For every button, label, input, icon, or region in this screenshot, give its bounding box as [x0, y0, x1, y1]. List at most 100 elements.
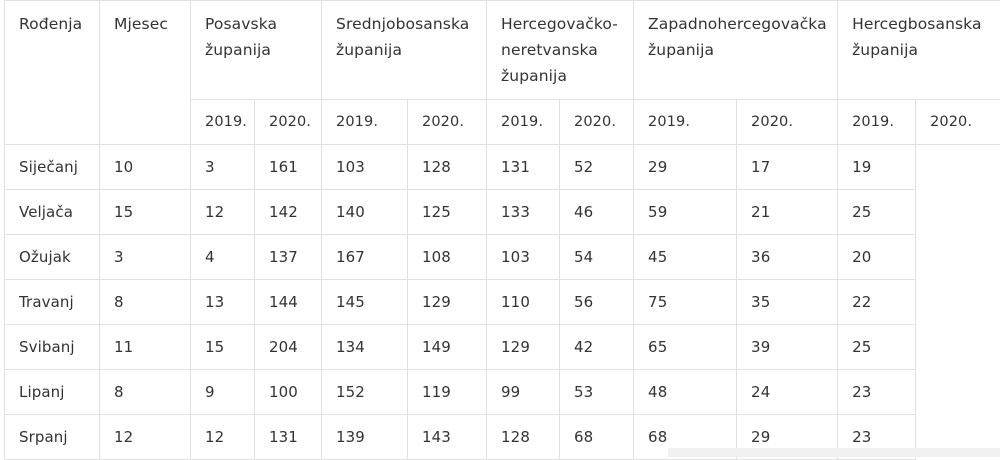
value-cell: 25 [838, 190, 916, 235]
value-cell: 204 [255, 325, 322, 370]
value-cell: 75 [634, 280, 737, 325]
value-cell: 134 [322, 325, 408, 370]
value-cell: 21 [737, 190, 838, 235]
value-cell: 52 [560, 145, 634, 190]
value-cell: 4 [191, 235, 255, 280]
value-cell: 59 [634, 190, 737, 235]
table-row: Travanj 8 13 144 145 129 110 56 75 35 22 [5, 280, 1000, 325]
month-cell: Svibanj [5, 325, 100, 370]
value-cell: 131 [255, 415, 322, 460]
value-cell: 129 [487, 325, 560, 370]
month-cell: Srpanj [5, 415, 100, 460]
value-cell: 167 [322, 235, 408, 280]
value-cell: 36 [737, 235, 838, 280]
value-cell: 42 [560, 325, 634, 370]
region-header-zapadnohercegovacka: Zapadnohercegovačka županija [634, 1, 838, 100]
value-cell: 143 [408, 415, 487, 460]
month-cell: Ožujak [5, 235, 100, 280]
value-cell: 144 [255, 280, 322, 325]
region-header-hercegovacko-neretvanska: Hercegovačko-neretvanska županija [487, 1, 634, 100]
year-header: 2020. [408, 100, 487, 145]
value-cell: 128 [408, 145, 487, 190]
value-cell: 8 [100, 370, 191, 415]
value-cell: 161 [255, 145, 322, 190]
value-cell: 23 [838, 370, 916, 415]
value-cell: 19 [838, 145, 916, 190]
month-cell: Siječanj [5, 145, 100, 190]
value-cell: 110 [487, 280, 560, 325]
value-cell: 56 [560, 280, 634, 325]
value-cell: 99 [487, 370, 560, 415]
value-cell: 20 [838, 235, 916, 280]
month-header: Mjesec [100, 1, 191, 145]
value-cell: 8 [100, 280, 191, 325]
value-cell: 39 [737, 325, 838, 370]
value-cell: 125 [408, 190, 487, 235]
value-cell: 48 [634, 370, 737, 415]
horizontal-scrollbar[interactable] [668, 448, 1000, 457]
year-header: 2020. [737, 100, 838, 145]
year-header: 2019. [322, 100, 408, 145]
table-row: Veljača 15 12 142 140 125 133 46 59 21 2… [5, 190, 1000, 235]
value-cell: 53 [560, 370, 634, 415]
value-cell: 140 [322, 190, 408, 235]
value-cell: 133 [487, 190, 560, 235]
value-cell: 45 [634, 235, 737, 280]
table-row: Ožujak 3 4 137 167 108 103 54 45 36 20 [5, 235, 1000, 280]
year-header: 2019. [838, 100, 916, 145]
value-cell: 22 [838, 280, 916, 325]
value-cell: 103 [322, 145, 408, 190]
value-cell: 24 [737, 370, 838, 415]
births-table-container: Rođenja Mjesec Posavska županija Srednjo… [4, 0, 1000, 448]
year-header: 2019. [191, 100, 255, 145]
year-header: 2020. [560, 100, 634, 145]
value-cell: 142 [255, 190, 322, 235]
month-cell: Travanj [5, 280, 100, 325]
value-cell: 54 [560, 235, 634, 280]
births-table: Rođenja Mjesec Posavska županija Srednjo… [4, 0, 1000, 460]
value-cell: 129 [408, 280, 487, 325]
region-header-srednjobosanska: Srednjobosanska županija [322, 1, 487, 100]
value-cell: 12 [191, 190, 255, 235]
year-header: 2020. [916, 100, 1000, 145]
value-cell: 13 [191, 280, 255, 325]
value-cell: 25 [838, 325, 916, 370]
value-cell: 145 [322, 280, 408, 325]
value-cell: 11 [100, 325, 191, 370]
value-cell: 10 [100, 145, 191, 190]
table-row: Lipanj 8 9 100 152 119 99 53 48 24 23 [5, 370, 1000, 415]
value-cell: 46 [560, 190, 634, 235]
value-cell: 152 [322, 370, 408, 415]
corner-header: Rođenja [5, 1, 100, 145]
value-cell: 137 [255, 235, 322, 280]
month-cell: Lipanj [5, 370, 100, 415]
region-header-posavska: Posavska županija [191, 1, 322, 100]
table-row: Svibanj 11 15 204 134 149 129 42 65 39 2… [5, 325, 1000, 370]
year-header: 2019. [634, 100, 737, 145]
value-cell: 15 [191, 325, 255, 370]
region-header-hercegbosanska: Hercegbosanska županija [838, 1, 1000, 100]
value-cell: 131 [487, 145, 560, 190]
value-cell: 119 [408, 370, 487, 415]
value-cell: 108 [408, 235, 487, 280]
year-header: 2019. [487, 100, 560, 145]
value-cell: 9 [191, 370, 255, 415]
value-cell: 103 [487, 235, 560, 280]
value-cell: 128 [487, 415, 560, 460]
value-cell: 139 [322, 415, 408, 460]
value-cell: 3 [191, 145, 255, 190]
value-cell: 12 [100, 415, 191, 460]
value-cell: 12 [191, 415, 255, 460]
value-cell: 15 [100, 190, 191, 235]
value-cell: 68 [560, 415, 634, 460]
value-cell: 65 [634, 325, 737, 370]
value-cell: 29 [634, 145, 737, 190]
value-cell: 3 [100, 235, 191, 280]
year-header: 2020. [255, 100, 322, 145]
value-cell: 17 [737, 145, 838, 190]
value-cell: 35 [737, 280, 838, 325]
value-cell: 100 [255, 370, 322, 415]
value-cell: 149 [408, 325, 487, 370]
table-row: Siječanj 10 3 161 103 128 131 52 29 17 1… [5, 145, 1000, 190]
month-cell: Veljača [5, 190, 100, 235]
